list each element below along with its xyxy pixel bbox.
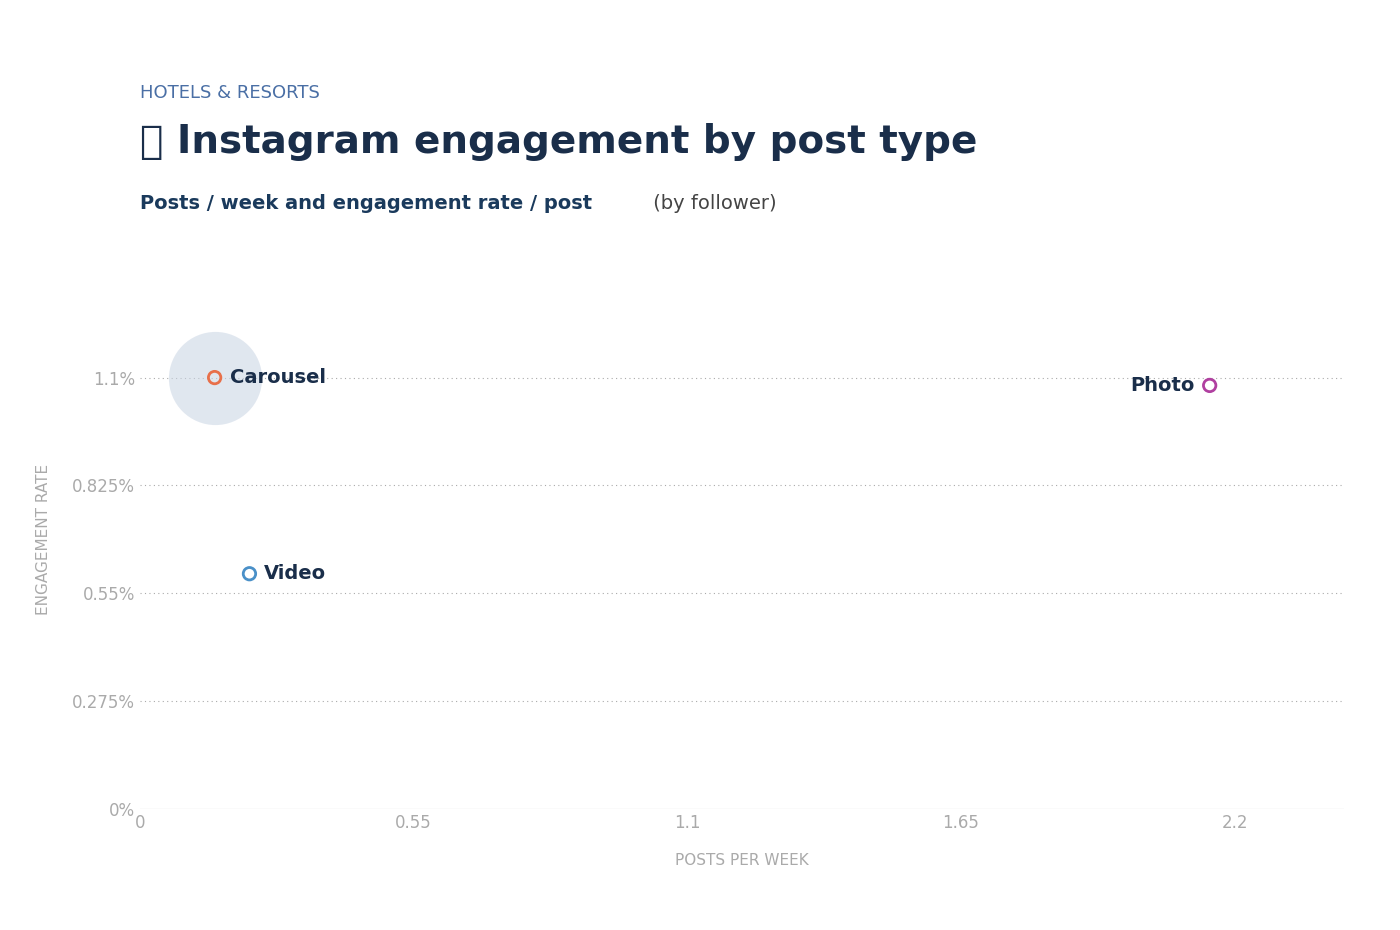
Text: Posts / week and engagement rate / post: Posts / week and engagement rate / post	[140, 194, 592, 213]
Text: Video: Video	[265, 565, 326, 583]
Point	[203, 370, 225, 385]
Y-axis label: ENGAGEMENT RATE: ENGAGEMENT RATE	[36, 464, 52, 615]
Text: Carousel: Carousel	[230, 368, 326, 387]
Point	[238, 566, 260, 581]
Text: 📷 Instagram engagement by post type: 📷 Instagram engagement by post type	[140, 124, 977, 162]
Text: (by follower): (by follower)	[647, 194, 777, 213]
X-axis label: POSTS PER WEEK: POSTS PER WEEK	[675, 853, 809, 868]
Point	[1198, 378, 1221, 392]
Text: HOTELS & RESORTS: HOTELS & RESORTS	[140, 84, 319, 101]
Point	[203, 370, 225, 385]
Text: Photo: Photo	[1130, 376, 1194, 395]
